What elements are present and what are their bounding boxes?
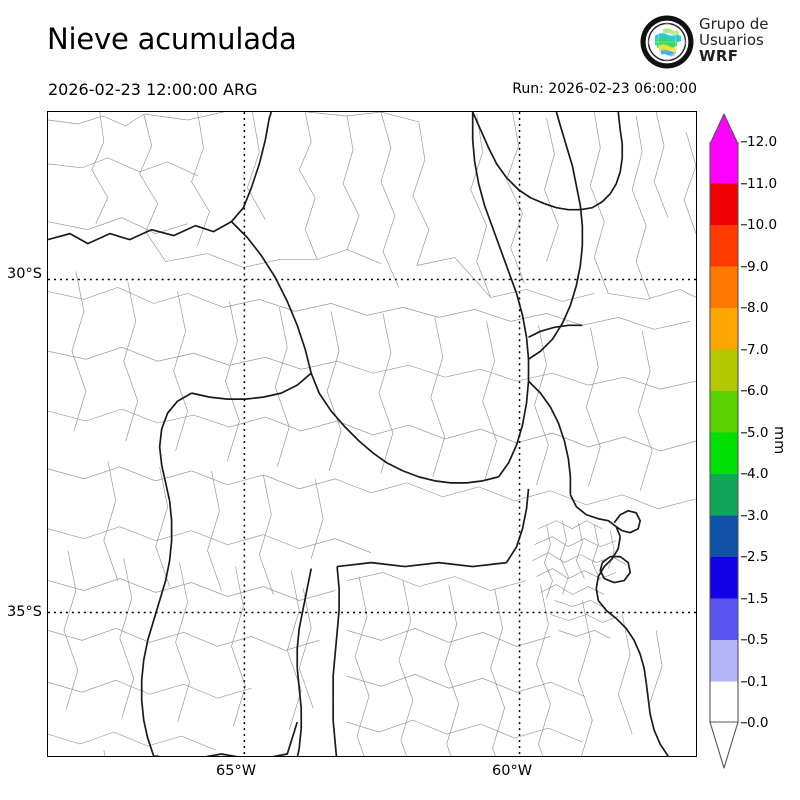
logo-text: Grupo de Usuarios WRF [699, 16, 769, 64]
colorbar-tick-0p5: 0.5 [747, 632, 769, 648]
wrf-user-group-logo: GRUPO DE USUARIOS WRF ARGENTINA Grupo de… [639, 14, 797, 72]
logo-line-3: WRF [699, 47, 739, 65]
globe-seal-icon: GRUPO DE USUARIOS WRF ARGENTINA [640, 15, 694, 69]
axis-label-lat-30s: 30°S [7, 266, 42, 282]
colorbar [708, 112, 740, 772]
colorbar-tick-2p5: 2.5 [747, 549, 769, 565]
colorbar-tick-0: 0.0 [747, 715, 769, 731]
logo-line-1: Grupo de [699, 15, 769, 33]
valid-time-label: 2026-02-23 12:00:00 ARG [48, 80, 258, 99]
colorbar-tick-8: 8.0 [747, 300, 769, 316]
run-time-label: Run: 2026-02-23 06:00:00 [512, 81, 697, 97]
colorbar-tick-1p5: 1.5 [747, 590, 769, 607]
colorbar-tick-10: 10.0 [747, 217, 778, 233]
colorbar-tick-labels: 12.0 11.0 10.0 9.0 8.0 7.0 6.0 5.0 4.0 3… [741, 112, 785, 772]
colorbar-unit-label: mm [771, 425, 787, 455]
colorbar-tick-12: 12.0 [747, 134, 778, 150]
axis-label-lon-60w: 60°W [492, 763, 533, 779]
svg-text:ARGENTINA: ARGENTINA [657, 52, 677, 59]
colorbar-tick-3: 3.0 [747, 507, 769, 524]
province-boundaries [48, 112, 669, 756]
graticule-gridlines [48, 112, 696, 756]
colorbar-tick-4: 4.0 [747, 466, 769, 482]
axis-label-lon-65w: 65°W [216, 763, 257, 779]
colorbar-tick-9: 9.0 [747, 258, 769, 275]
county-boundaries [48, 112, 696, 756]
page-title: Nieve acumulada [47, 22, 297, 56]
colorbar-tick-7: 7.0 [747, 341, 769, 358]
colorbar-tick-5: 5.0 [747, 424, 769, 441]
colorbar-tick-6: 6.0 [747, 383, 769, 399]
map-plot-area [47, 111, 697, 757]
colorbar-tick-0p1: 0.1 [747, 673, 769, 690]
map-vector-layers [48, 112, 696, 756]
axis-label-lat-35s: 35°S [7, 604, 42, 620]
logo-line-2: Usuarios [699, 31, 764, 49]
colorbar-tick-11: 11.0 [747, 175, 778, 192]
colorbar-swatches [709, 113, 739, 769]
